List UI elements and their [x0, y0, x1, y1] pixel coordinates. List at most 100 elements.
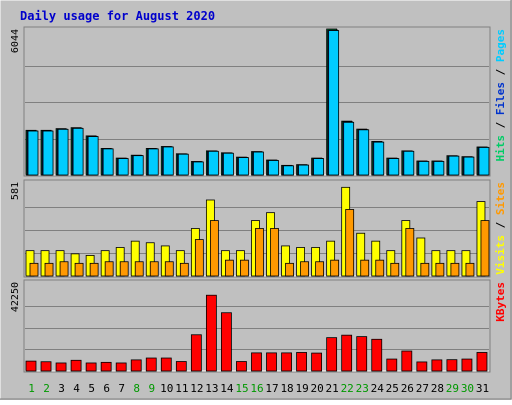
bar-sites-day-14: [225, 259, 234, 277]
x-tick-label-day-11: 11: [175, 382, 188, 395]
bar-kbytes-day-21: [326, 337, 338, 372]
bar-sites-day-20: [315, 261, 325, 277]
axis-label-separator: /: [494, 62, 507, 82]
bar-sites-day-24: [375, 259, 385, 277]
x-tick-label-day-31: 31: [476, 382, 489, 395]
bar-kbytes-day-1: [25, 360, 37, 372]
bar-kbytes-day-10: [160, 357, 172, 372]
x-tick-label-day-30: 30: [461, 382, 474, 395]
panel-middle-max-label: 581: [10, 182, 21, 200]
bar-sites-day-8: [134, 261, 144, 277]
bar-sites-day-31: [480, 220, 490, 277]
bar-sites-day-4: [74, 262, 84, 277]
axis-label-part: Pages: [494, 29, 507, 62]
bar-kbytes-day-19: [296, 352, 307, 372]
bar-pages-day-26: [403, 150, 415, 176]
bar-kbytes-day-16: [251, 352, 262, 372]
x-tick-label-day-5: 5: [88, 382, 95, 395]
bar-pages-day-12: [192, 161, 204, 176]
bar-sites-day-11: [179, 262, 189, 277]
bar-sites-day-13: [209, 220, 219, 277]
bar-kbytes-day-4: [70, 359, 82, 372]
bar-pages-day-30: [463, 156, 475, 176]
bar-sites-day-25: [390, 262, 400, 277]
bar-kbytes-day-9: [145, 357, 157, 372]
bar-kbytes-day-20: [311, 352, 323, 372]
bar-pages-day-23: [358, 129, 370, 176]
bar-kbytes-day-6: [100, 361, 112, 372]
axis-label-part: KBytes: [494, 282, 507, 322]
x-tick-label-day-3: 3: [58, 382, 65, 395]
x-tick-label-day-26: 26: [401, 382, 414, 395]
bar-sites-day-30: [465, 262, 475, 277]
bar-pages-day-17: [268, 160, 279, 176]
bar-pages-day-13: [207, 150, 219, 176]
bar-sites-day-3: [59, 261, 69, 277]
bar-sites-day-7: [119, 261, 129, 277]
x-tick-label-day-7: 7: [118, 382, 125, 395]
panel-middle-axis-label: Visits / Sites: [494, 182, 507, 275]
axis-label-part: Sites: [494, 182, 507, 215]
bar-sites-day-10: [164, 261, 174, 277]
x-tick-label-day-27: 27: [416, 382, 429, 395]
x-tick-label-day-4: 4: [73, 382, 80, 395]
bar-sites-day-16: [255, 228, 264, 277]
bar-sites-day-19: [300, 261, 309, 277]
bar-pages-day-18: [283, 165, 294, 176]
bar-sites-day-9: [149, 261, 159, 277]
bar-kbytes-day-23: [356, 336, 368, 372]
bar-kbytes-day-13: [205, 294, 217, 372]
bar-sites-day-29: [450, 262, 460, 277]
bar-pages-day-5: [87, 136, 99, 176]
bar-pages-day-1: [27, 130, 39, 176]
x-tick-label-day-15: 15: [235, 382, 248, 395]
bar-pages-day-2: [42, 130, 54, 176]
bar-pages-day-15: [238, 157, 249, 176]
bar-sites-day-5: [89, 262, 99, 277]
bar-kbytes-day-26: [401, 350, 413, 372]
x-tick-label-day-18: 18: [280, 382, 293, 395]
x-tick-label-day-24: 24: [371, 382, 385, 395]
bar-pages-day-31: [478, 147, 490, 176]
bar-pages-day-29: [448, 155, 460, 176]
bar-pages-day-28: [433, 161, 445, 176]
panel-bottom-max-label: 42250: [10, 282, 21, 312]
bar-kbytes-day-22: [341, 334, 353, 372]
x-tick-label-day-10: 10: [160, 382, 173, 395]
panel-bottom-axis-label: KBytes: [494, 282, 507, 322]
x-tick-label-day-21: 21: [326, 382, 339, 395]
bar-pages-day-22: [343, 121, 355, 176]
bar-pages-day-6: [102, 148, 114, 176]
bar-pages-day-3: [57, 128, 69, 176]
bar-pages-day-10: [162, 146, 174, 176]
bar-kbytes-day-31: [476, 352, 488, 372]
bar-kbytes-day-11: [175, 361, 187, 372]
bar-sites-day-18: [285, 262, 294, 277]
bar-pages-day-27: [418, 161, 430, 176]
bar-pages-day-14: [223, 152, 234, 176]
bar-kbytes-day-14: [221, 312, 232, 372]
axis-label-part: Hits: [494, 135, 507, 162]
bar-kbytes-day-8: [130, 359, 142, 372]
x-tick-label-day-28: 28: [431, 382, 444, 395]
bar-pages-day-19: [298, 164, 309, 176]
bar-pages-day-16: [253, 151, 264, 176]
x-tick-label-day-8: 8: [133, 382, 140, 395]
x-tick-label-day-23: 23: [356, 382, 369, 395]
bar-sites-day-15: [240, 259, 249, 277]
x-tick-label-day-22: 22: [341, 382, 354, 395]
x-tick-label-day-16: 16: [250, 382, 263, 395]
x-tick-label-day-12: 12: [190, 382, 203, 395]
bar-kbytes-day-7: [115, 362, 127, 372]
bar-kbytes-day-2: [40, 361, 52, 372]
bar-pages-day-11: [177, 153, 189, 176]
bar-kbytes-day-5: [85, 362, 97, 372]
bar-kbytes-day-24: [371, 338, 383, 372]
bar-kbytes-day-12: [190, 334, 202, 372]
bar-kbytes-day-29: [446, 359, 458, 372]
bar-sites-day-17: [270, 228, 279, 277]
x-tick-label-day-13: 13: [205, 382, 218, 395]
bar-pages-day-7: [117, 158, 129, 176]
